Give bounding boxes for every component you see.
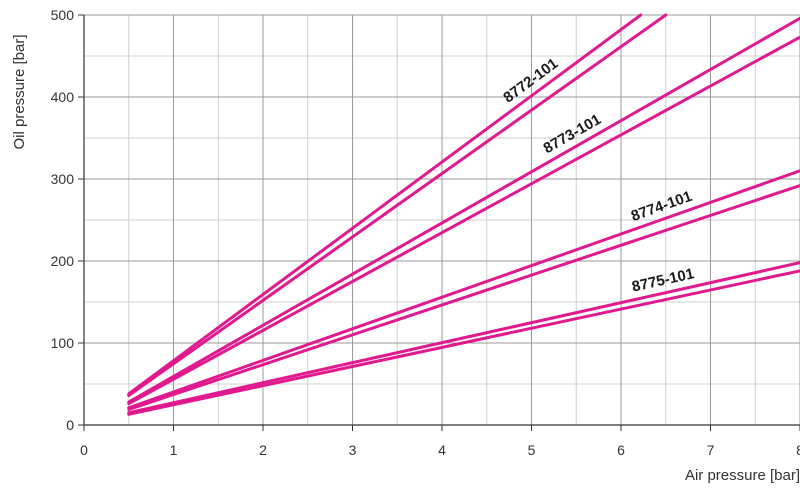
series-line [127,261,800,415]
x-tick-label: 2 [259,442,267,458]
series-line [127,13,668,397]
x-tick-label: 5 [528,442,536,458]
x-tick-label: 6 [617,442,625,458]
x-tick-label: 1 [170,442,178,458]
y-tick-label: 400 [51,89,75,105]
series-line [127,184,800,411]
series-line [127,13,643,396]
y-axis-title: Oil pressure [bar] [11,34,28,149]
y-tick-label: 0 [66,417,74,433]
x-tick-label: 7 [707,442,715,458]
series-label: 8775-101 [630,265,696,295]
x-tick-labels: 0 1 2 3 4 5 6 7 8 [80,425,800,458]
series-line [127,269,800,416]
y-tick-label: 300 [51,171,75,187]
x-tick-label: 0 [80,442,88,458]
y-tick-label: 500 [51,7,75,23]
series-lines [127,13,800,416]
y-tick-labels: 0 100 200 300 400 500 [51,7,84,433]
x-tick-label: 3 [349,442,357,458]
y-tick-label: 200 [51,253,75,269]
x-axis-title: Air pressure [bar] [685,467,800,484]
series-line [127,35,800,406]
series-line [127,169,800,410]
series-line [127,16,800,404]
x-tick-label: 4 [438,442,446,458]
x-tick-label: 8 [796,442,800,458]
y-tick-label: 100 [51,335,75,351]
